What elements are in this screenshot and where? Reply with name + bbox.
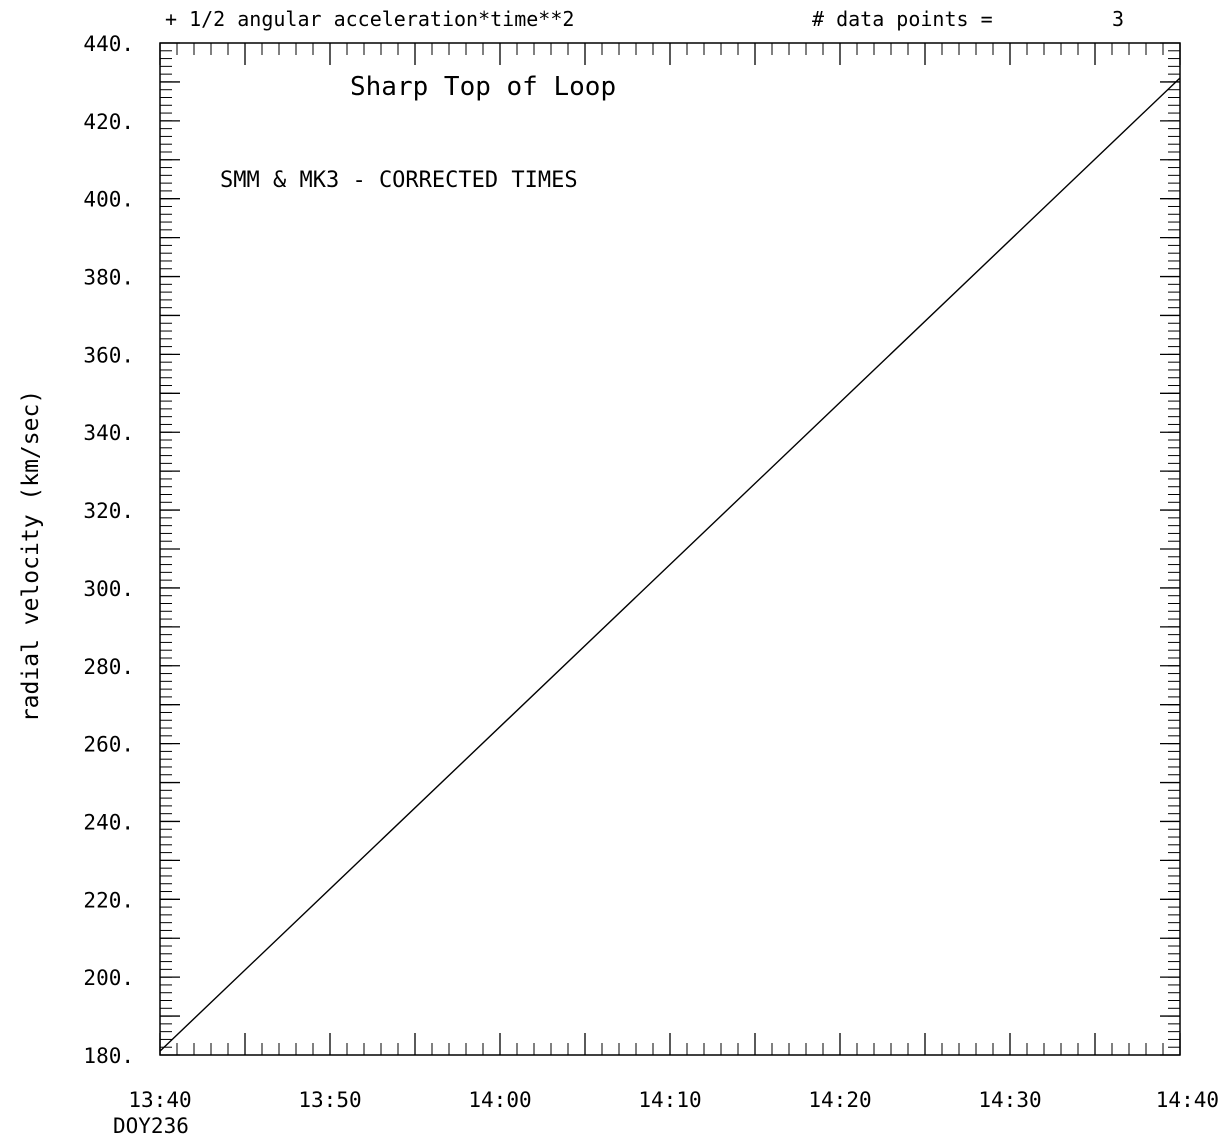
x-tick-label: 14:00 [468,1088,531,1112]
plot-frame [159,42,1181,1056]
y-tick-label: 360. [83,343,134,367]
y-tick-label: 320. [83,499,134,523]
fit-description-header: + 1/2 angular acceleration*time**2 [165,7,574,31]
x-tick-label: 14:30 [978,1088,1041,1112]
y-tick-label: 260. [83,733,134,757]
y-tick-label: 280. [83,655,134,679]
x-tick-labels: 13:40 13:50 14:00 14:10 14:20 14:30 14:40 [128,1088,1219,1112]
series-layer [159,77,1181,1052]
data-points-value: 3 [1112,7,1124,31]
x-tick-label: 14:40 [1156,1088,1219,1112]
series-line [159,77,1181,1052]
x-tick-label: 14:10 [638,1088,701,1112]
y-tick-label: 240. [83,810,134,834]
y-tick-label: 340. [83,421,134,445]
y-tick-label: 300. [83,577,134,601]
minor-ticks [159,42,1181,1056]
y-tick-label: 200. [83,966,134,990]
major-ticks [159,42,1181,1056]
x-tick-label: 13:40 [128,1088,191,1112]
y-tick-label: 220. [83,888,134,912]
y-tick-label: 420. [83,110,134,134]
x-axis-sublabel: DOY236 [113,1114,189,1138]
x-tick-label: 14:20 [808,1088,871,1112]
y-tick-labels: 180. 200. 220. 240. 260. 280. 300. 320. 340. 360.… [83,32,134,1068]
x-tick-label: 13:50 [298,1088,361,1112]
y-tick-label: 180. [83,1044,134,1068]
chart-title: Sharp Top of Loop [350,72,616,102]
y-tick-label: 440. [83,32,134,56]
y-tick-label: 400. [83,188,134,212]
data-points-label: # data points = [812,7,993,31]
y-axis-label: radial velocity (km/sec) [18,390,44,722]
chart-annotation: SMM & MK3 - CORRECTED TIMES [220,168,578,193]
y-tick-label: 380. [83,266,134,290]
